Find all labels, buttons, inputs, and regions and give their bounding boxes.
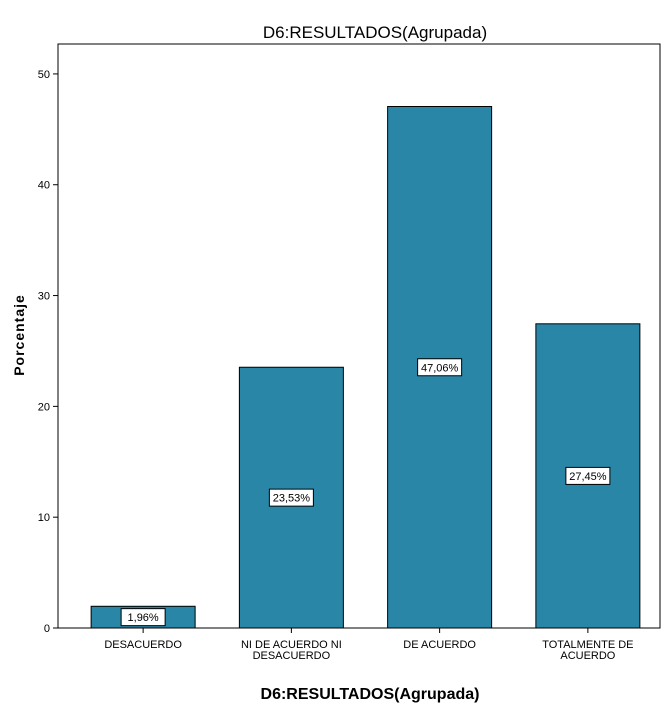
data-label: 1,96% <box>128 612 159 624</box>
y-tick-label: 50 <box>38 69 50 81</box>
x-tick-label: ACUERDO <box>560 650 615 662</box>
x-axis-title: D6:RESULTADOS(Agrupada) <box>261 686 480 703</box>
x-tick-label: DESACUERDO <box>104 639 182 651</box>
plot-area: 0 10 20 30 40 50 1,96% DESACUERDO 23,53% NI DE AC… <box>38 43 661 662</box>
y-tick-label: 30 <box>38 291 50 303</box>
data-label: 47,06% <box>421 362 459 374</box>
data-label: 23,53% <box>273 493 311 505</box>
x-tick-label: DESACUERDO <box>253 650 331 662</box>
data-label-box <box>268 488 314 507</box>
y-axis-title: Porcentaje <box>11 294 27 376</box>
y-tick-label: 20 <box>38 401 50 413</box>
x-tick-label: DE ACUERDO <box>403 639 476 651</box>
x-tick-label: TOTALMENTE DE <box>542 639 633 651</box>
data-label: 27,45% <box>569 471 607 483</box>
data-label-box <box>565 466 611 485</box>
chart-title: D6:RESULTADOS(Agrupada) <box>263 23 487 42</box>
plot-frame <box>57 43 661 629</box>
y-tick-label: 0 <box>44 623 50 635</box>
data-label-box <box>417 358 463 377</box>
y-tick-label: 10 <box>38 512 50 524</box>
x-tick-label: NI DE ACUERDO NI <box>241 639 342 651</box>
y-tick-label: 40 <box>38 180 50 192</box>
data-label-box <box>120 608 166 627</box>
